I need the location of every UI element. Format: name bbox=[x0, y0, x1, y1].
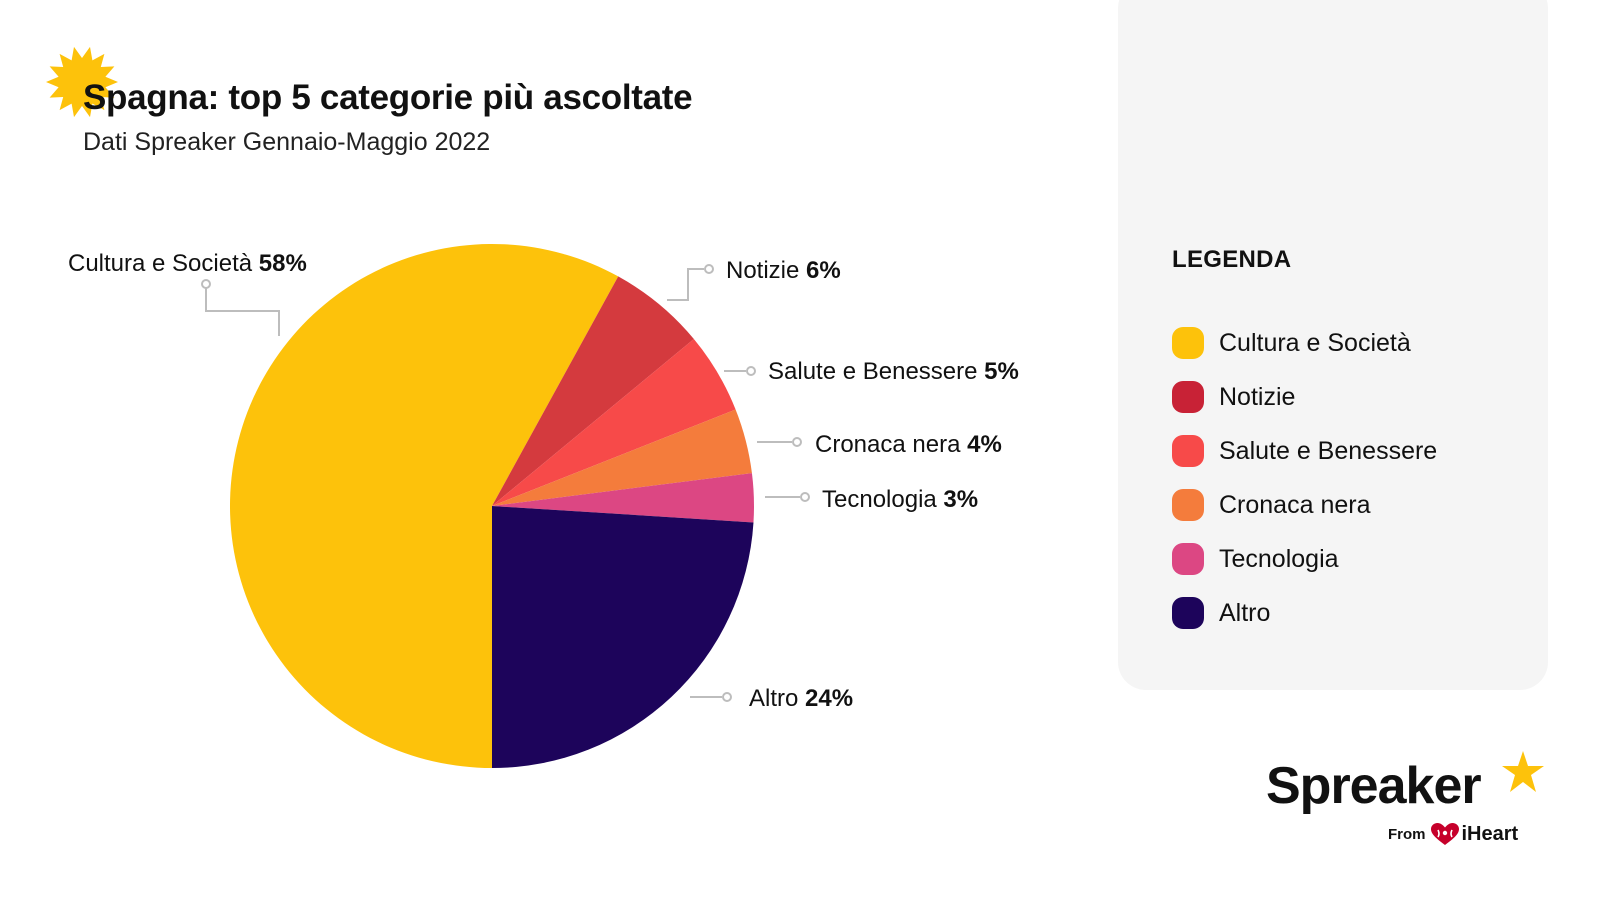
logo-subline: From iHeart bbox=[1388, 822, 1518, 846]
iheart-heart-icon bbox=[1430, 823, 1459, 845]
slice-label-name: Altro bbox=[749, 685, 805, 712]
legend: Cultura e Società Notizie Salute e Benesse… bbox=[1172, 316, 1437, 640]
slice-label-altro: Altro 24% bbox=[749, 685, 853, 712]
legend-label: Notizie bbox=[1219, 382, 1296, 411]
legend-item-tecnologia: Tecnologia bbox=[1172, 532, 1437, 586]
legend-swatch bbox=[1172, 435, 1204, 467]
legend-item-salute-e-benessere: Salute e Benessere bbox=[1172, 424, 1437, 478]
leader-dot-notizie bbox=[704, 264, 714, 274]
leader-dot-salute-e-benessere bbox=[746, 366, 756, 376]
pie-slice-tecnologia bbox=[492, 473, 754, 523]
leader-lines bbox=[201, 264, 810, 702]
slice-label-value: 3% bbox=[943, 486, 978, 513]
logo-wordmark: Spreaker bbox=[1266, 757, 1482, 815]
legend-label: Cronaca nera bbox=[1219, 490, 1371, 519]
legend-item-cronaca-nera: Cronaca nera bbox=[1172, 478, 1437, 532]
leader-dot-cronaca-nera bbox=[792, 437, 802, 447]
legend-label: Tecnologia bbox=[1219, 544, 1339, 573]
slice-label-salute-e-benessere: Salute e Benessere 5% bbox=[768, 358, 1019, 385]
leader-line-notizie bbox=[667, 268, 704, 301]
legend-swatch bbox=[1172, 597, 1204, 629]
slice-label-name: Salute e Benessere bbox=[768, 358, 984, 385]
legend-swatch bbox=[1172, 489, 1204, 521]
legend-swatch bbox=[1172, 327, 1204, 359]
slice-label-name: Cronaca nera bbox=[815, 431, 967, 458]
legend-item-notizie: Notizie bbox=[1172, 370, 1437, 424]
slice-label-name: Cultura e Società bbox=[68, 250, 259, 277]
leader-dot-altro bbox=[722, 692, 732, 702]
legend-label: Cultura e Società bbox=[1219, 328, 1411, 357]
logo-iheart: iHeart bbox=[1461, 822, 1519, 845]
star-icon bbox=[1502, 751, 1544, 792]
slice-label-name: Notizie bbox=[726, 257, 806, 284]
pie-slice-cronaca-nera bbox=[492, 409, 752, 506]
leader-dot-tecnologia bbox=[800, 492, 810, 502]
legend-title: LEGENDA bbox=[1172, 246, 1292, 273]
slice-labels: Cultura e Società 58% Notizie 6% Salute e … bbox=[68, 250, 1019, 712]
slice-label-value: 58% bbox=[259, 250, 307, 277]
pie-chart: Cultura e Società 58% Notizie 6% Salute e … bbox=[68, 244, 1019, 768]
legend-item-cultura-e-societa: Cultura e Società bbox=[1172, 316, 1437, 370]
logo-from: From bbox=[1388, 825, 1426, 843]
slice-label-cronaca-nera: Cronaca nera 4% bbox=[815, 431, 1002, 458]
pie-slice-altro bbox=[492, 506, 754, 768]
legend-label: Salute e Benessere bbox=[1219, 436, 1438, 465]
pie-slice-notizie bbox=[492, 276, 694, 506]
leader-dot-cultura-e-societa bbox=[201, 279, 211, 289]
legend-label: Altro bbox=[1219, 598, 1271, 627]
slice-label-value: 24% bbox=[805, 685, 853, 712]
pie-slices bbox=[229, 244, 754, 768]
pie-slice-cultura-e-societa bbox=[229, 244, 619, 768]
spreaker-logo: Spreaker From iHeart bbox=[1266, 751, 1556, 866]
slice-label-value: 4% bbox=[967, 431, 1002, 458]
slice-label-notizie: Notizie 6% bbox=[726, 257, 841, 284]
chart-title: Spagna: top 5 categorie più ascoltate bbox=[83, 78, 693, 117]
legend-swatch bbox=[1172, 543, 1204, 575]
slice-label-value: 5% bbox=[984, 358, 1019, 385]
legend-swatch bbox=[1172, 381, 1204, 413]
slice-label-value: 6% bbox=[806, 257, 841, 284]
pie-slice-salute-e-benessere bbox=[492, 338, 736, 506]
legend-item-altro: Altro bbox=[1172, 586, 1437, 640]
leader-line-cultura-e-societa bbox=[205, 288, 280, 336]
slice-label-cultura-e-societa: Cultura e Società 58% bbox=[68, 250, 307, 277]
slice-label-name: Tecnologia bbox=[822, 486, 943, 513]
chart-subtitle: Dati Spreaker Gennaio-Maggio 2022 bbox=[83, 128, 491, 156]
slice-label-tecnologia: Tecnologia 3% bbox=[822, 486, 978, 513]
sunburst-icon bbox=[46, 46, 118, 118]
